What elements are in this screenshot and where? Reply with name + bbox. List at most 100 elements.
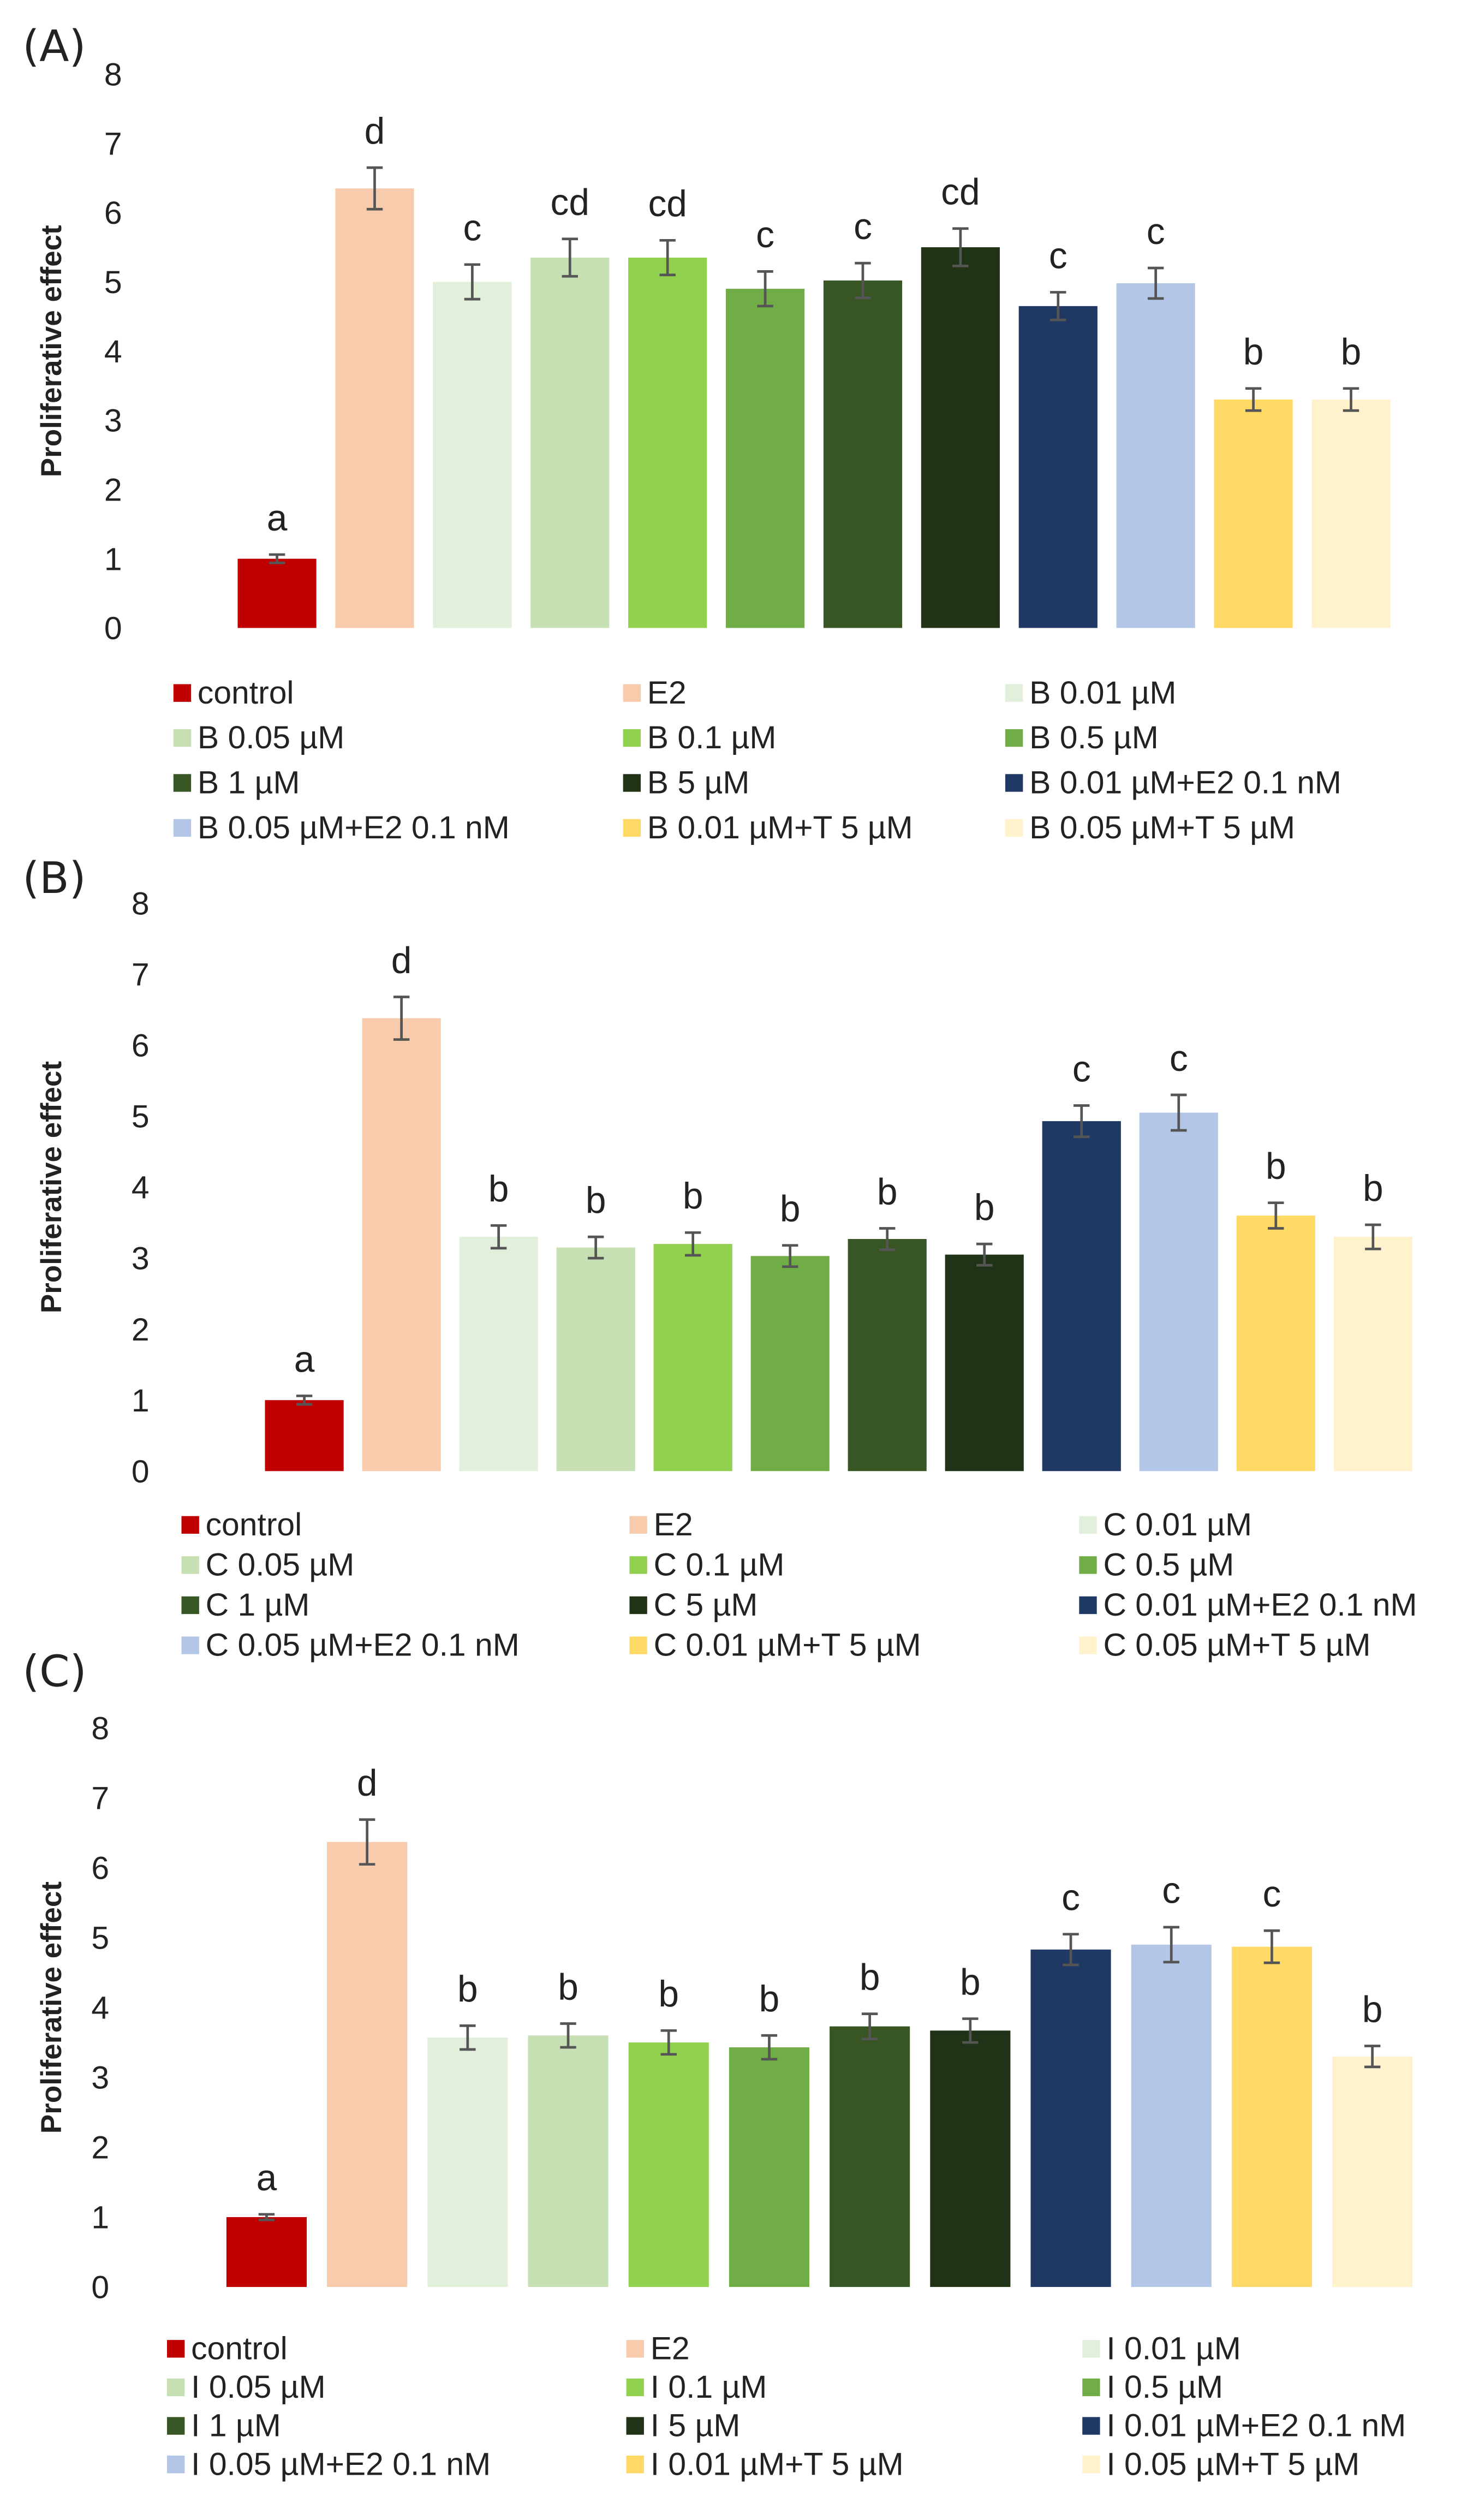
error-bar <box>1050 291 1066 321</box>
y-tick-label: 1 <box>132 1383 150 1419</box>
legend-swatch <box>173 684 192 702</box>
legend-swatch <box>629 1636 647 1654</box>
legend-label: C 0.05 µM <box>206 1547 355 1583</box>
legend-swatch <box>1005 729 1023 747</box>
legend-label: I 0.01 µM+T 5 µM <box>651 2446 904 2482</box>
legend-swatch <box>1082 2456 1100 2474</box>
legend-swatch <box>1005 819 1023 837</box>
legend-swatch <box>1005 774 1023 792</box>
chart-panel-c: (C) 0 1 2 3 4 5 6 7 8 Proliferative effect a d b b b b b b… <box>22 1646 1413 2482</box>
bar <box>1042 1121 1121 1472</box>
legend-label: I 5 µM <box>651 2408 741 2444</box>
error-bar <box>359 1818 375 1866</box>
bar <box>628 258 707 628</box>
legend-label: C 0.05 µM+T 5 µM <box>1103 1628 1370 1663</box>
error-bar <box>258 2213 275 2221</box>
bar <box>1131 1944 1212 2287</box>
y-tick-label: 3 <box>91 2060 109 2096</box>
legend-label: E2 <box>647 675 687 711</box>
bar <box>848 1239 927 1472</box>
error-bar <box>855 261 871 299</box>
legend-label: B 0.05 µM+T 5 µM <box>1029 810 1295 845</box>
legend-swatch <box>623 684 641 702</box>
error-bar <box>490 1224 507 1250</box>
y-axis-label: Proliferative effect <box>35 225 68 477</box>
bar <box>823 280 903 628</box>
error-bar <box>1171 1093 1187 1132</box>
legend-swatch <box>173 774 192 792</box>
bar <box>1236 1216 1315 1472</box>
y-tick-label: 7 <box>91 1781 109 1816</box>
legend-swatch <box>1079 1636 1097 1654</box>
y-tick-label: 4 <box>91 1991 109 2026</box>
significance-letter: b <box>860 1957 880 1998</box>
significance-letter: cd <box>648 183 687 224</box>
legend-label: I 0.1 µM <box>651 2369 767 2405</box>
legend-swatch <box>173 819 192 837</box>
bar <box>1139 1112 1218 1472</box>
significance-letter: b <box>1266 1146 1286 1187</box>
legend-swatch <box>1082 2340 1100 2358</box>
error-bar <box>296 1395 313 1406</box>
significance-letter: b <box>1363 1168 1383 1209</box>
y-tick-label: 5 <box>91 1921 109 1956</box>
error-bar <box>761 2034 778 2061</box>
legend-swatch <box>629 1596 647 1615</box>
legend: control E2 B 0.01 µM B 0.05 µM B 0.1 µM B 0.5… <box>173 675 1341 845</box>
y-tick-label: 0 <box>91 2270 109 2305</box>
legend-label: B 0.05 µM+E2 0.1 nM <box>198 810 510 845</box>
y-tick-label: 4 <box>104 334 122 370</box>
bar <box>1333 1237 1412 1472</box>
legend-swatch <box>1079 1516 1097 1534</box>
error-bar <box>1063 1933 1079 1967</box>
error-bar <box>1268 1201 1284 1230</box>
bar <box>830 2026 910 2287</box>
legend-label: I 0.01 µM+E2 0.1 nM <box>1106 2408 1406 2444</box>
y-tick-label: 3 <box>104 403 122 439</box>
significance-letter: cd <box>551 182 589 223</box>
y-tick-label: 8 <box>132 886 150 921</box>
y-tick-label: 6 <box>91 1851 109 1886</box>
legend-label: B 5 µM <box>647 765 750 801</box>
legend-label: B 0.01 µM+E2 0.1 nM <box>1029 765 1341 801</box>
significance-letter: c <box>1162 1870 1180 1911</box>
legend-label: C 5 µM <box>654 1587 758 1623</box>
significance-letter: c <box>854 206 872 247</box>
y-tick-label: 1 <box>104 541 122 577</box>
bar <box>459 1237 538 1472</box>
legend-swatch <box>629 1556 647 1574</box>
legend-swatch <box>1079 1556 1097 1574</box>
error-bar <box>393 996 410 1041</box>
y-axis-label: Proliferative effect <box>35 1881 68 2134</box>
error-bar <box>660 2029 677 2056</box>
error-bar <box>269 553 285 564</box>
bar <box>1116 283 1195 628</box>
panel-label: (C) <box>22 1646 86 1697</box>
significance-letter: a <box>257 2158 277 2199</box>
legend-label: C 0.01 µM+E2 0.1 nM <box>1103 1587 1417 1623</box>
bar <box>750 1256 830 1472</box>
error-bar <box>962 2017 979 2044</box>
y-tick-label: 8 <box>104 57 122 93</box>
legend-swatch <box>181 1636 199 1654</box>
significance-letter: b <box>1341 332 1362 373</box>
y-tick-label: 2 <box>104 472 122 508</box>
bar <box>921 247 1000 628</box>
error-bar <box>366 166 383 211</box>
legend-label: E2 <box>654 1507 693 1542</box>
bar <box>327 1842 408 2287</box>
significance-letter: d <box>391 940 412 981</box>
bar <box>945 1254 1024 1472</box>
significance-letter: b <box>658 1974 679 2015</box>
legend-swatch <box>626 2378 644 2397</box>
bar <box>628 2042 709 2287</box>
significance-letter: c <box>1072 1048 1091 1089</box>
error-bar <box>1074 1104 1090 1139</box>
y-tick-label: 1 <box>91 2200 109 2236</box>
significance-letter: cd <box>941 172 980 213</box>
legend-label: C 0.1 µM <box>654 1547 785 1583</box>
legend-label: B 0.01 µM+T 5 µM <box>647 810 913 845</box>
bar <box>1214 399 1293 628</box>
legend-swatch <box>626 2456 644 2474</box>
